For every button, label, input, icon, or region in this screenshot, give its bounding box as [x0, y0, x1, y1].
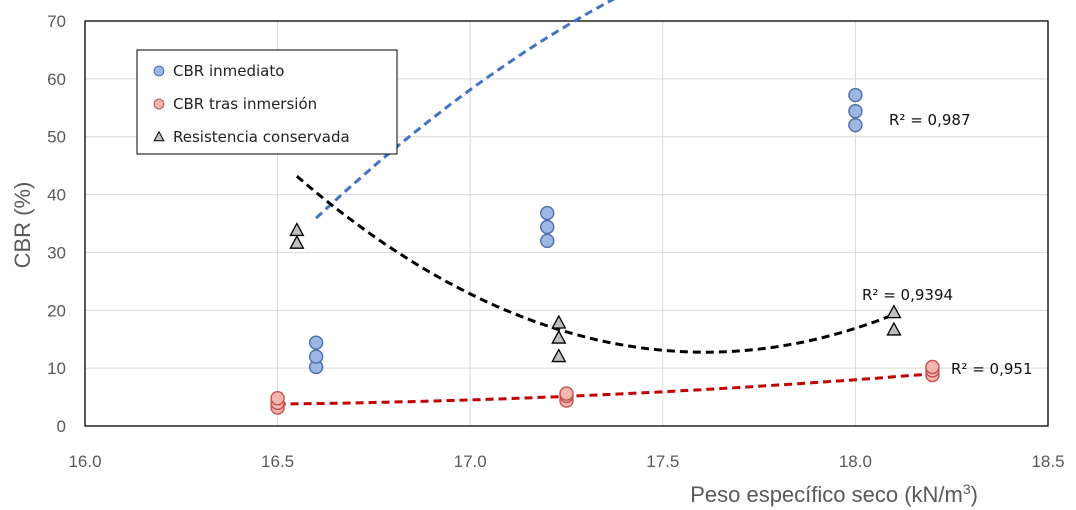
y-tick-label: 60	[47, 70, 66, 89]
x-tick-label: 16.0	[68, 452, 101, 471]
data-point-0	[848, 104, 863, 119]
data-point-2	[289, 234, 305, 249]
y-tick-label: 10	[47, 359, 66, 378]
legend-label-1: CBR tras inmersión	[173, 95, 317, 113]
y-axis-title: CBR (%)	[10, 182, 35, 269]
x-tick-label: 17.5	[646, 452, 679, 471]
data-point-0	[848, 87, 863, 103]
legend-marker-2	[153, 130, 165, 142]
data-point-0	[540, 205, 555, 221]
data-point-2	[886, 304, 902, 319]
legend: CBR inmediato CBR tras inmersión Resistenc…	[136, 49, 398, 155]
data-point-1	[270, 391, 285, 406]
trendlines	[277, 0, 933, 406]
legend-items: CBR inmediato CBR tras inmersión Resistenc…	[153, 62, 350, 146]
data-point-2	[551, 314, 567, 329]
trendline-0	[315, 0, 616, 220]
plot-area-border	[84, 20, 1049, 427]
trendline-1	[277, 372, 933, 406]
x-axis-title-main: Peso específico seco (kN/m	[690, 482, 963, 507]
y-tick-label: 50	[47, 128, 66, 147]
r2-label-2: R² = 0,9394	[862, 286, 953, 304]
data-point-1	[925, 359, 940, 375]
x-tick-label: 18.0	[839, 452, 872, 471]
x-axis-title-sup: 3	[963, 481, 971, 497]
data-point-0	[308, 349, 324, 364]
x-tick-labels: 16.0 16.5 17.0 17.5 18.0 18.5	[68, 452, 1064, 471]
x-tick-label: 17.0	[454, 452, 487, 471]
x-axis-title-close: )	[971, 482, 978, 507]
y-tick-label: 0	[57, 417, 66, 436]
data-point-1	[559, 386, 574, 401]
r2-label-1: R² = 0,951	[951, 360, 1032, 378]
legend-box	[136, 49, 398, 155]
data-point-2	[551, 329, 567, 344]
y-tick-label: 30	[47, 243, 66, 262]
trendline-2	[295, 175, 895, 354]
data-point-0	[540, 233, 555, 249]
legend-label-2: Resistencia conservada	[173, 128, 350, 146]
data-point-0	[540, 219, 555, 235]
y-tick-label: 20	[47, 301, 66, 320]
r2-label-0: R² = 0,987	[889, 111, 970, 129]
legend-label-0: CBR inmediato	[173, 62, 284, 80]
x-tick-label: 16.5	[261, 452, 294, 471]
x-axis-title: Peso específico seco (kN/m3)	[690, 481, 978, 507]
r2-labels: R² = 0,987 R² = 0,951 R² = 0,9394	[862, 111, 1032, 378]
legend-marker-0	[153, 65, 165, 77]
data-point-2	[886, 321, 902, 336]
data-point-2	[289, 222, 305, 237]
legend-marker-1	[153, 98, 165, 110]
data-point-0	[848, 117, 863, 133]
x-tick-label: 18.5	[1031, 452, 1064, 471]
data-points	[270, 87, 940, 415]
data-point-0	[308, 335, 324, 350]
y-tick-label: 40	[47, 186, 66, 205]
y-tick-labels: 0 10 20 30 40 50 60 70	[47, 12, 66, 436]
data-point-2	[551, 348, 567, 363]
y-tick-label: 70	[47, 12, 66, 31]
